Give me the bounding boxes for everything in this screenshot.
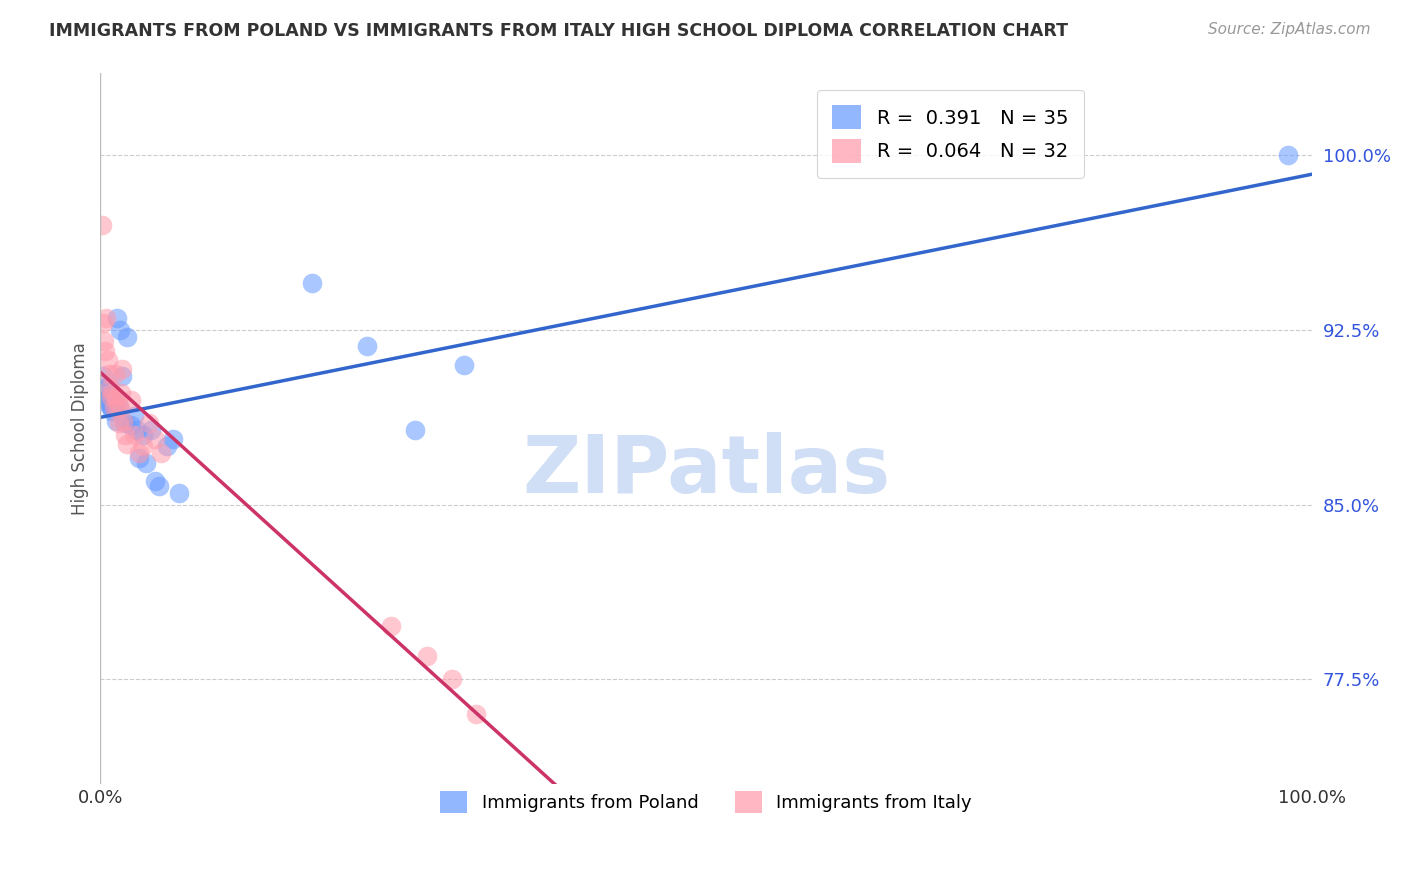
Point bbox=[105, 310, 128, 325]
Point bbox=[98, 381, 121, 395]
Point bbox=[108, 400, 131, 414]
Point bbox=[380, 619, 402, 633]
Point bbox=[98, 395, 121, 409]
Y-axis label: High School Diploma: High School Diploma bbox=[72, 343, 89, 515]
Point bbox=[156, 439, 179, 453]
Point bbox=[124, 409, 146, 423]
Point bbox=[101, 385, 124, 400]
Point bbox=[108, 322, 131, 336]
Point bbox=[115, 329, 138, 343]
Point bbox=[103, 400, 125, 414]
Point bbox=[128, 446, 150, 460]
Point bbox=[120, 392, 142, 407]
Point bbox=[143, 432, 166, 446]
Point bbox=[162, 432, 184, 446]
Point bbox=[453, 358, 475, 372]
Point bbox=[125, 423, 148, 437]
Point bbox=[100, 400, 122, 414]
Point bbox=[115, 437, 138, 451]
Point bbox=[301, 276, 323, 290]
Legend: Immigrants from Poland, Immigrants from Italy: Immigrants from Poland, Immigrants from … bbox=[427, 778, 984, 825]
Point bbox=[93, 381, 115, 395]
Point bbox=[105, 400, 128, 414]
Text: IMMIGRANTS FROM POLAND VS IMMIGRANTS FROM ITALY HIGH SCHOOL DIPLOMA CORRELATION : IMMIGRANTS FROM POLAND VS IMMIGRANTS FRO… bbox=[49, 22, 1069, 40]
Point bbox=[107, 400, 129, 414]
Point bbox=[103, 392, 125, 407]
Point bbox=[91, 369, 114, 384]
Point bbox=[97, 367, 120, 381]
Point bbox=[138, 416, 160, 430]
Point bbox=[91, 316, 114, 330]
Point bbox=[93, 334, 115, 349]
Point bbox=[97, 352, 120, 367]
Point bbox=[141, 423, 163, 437]
Point bbox=[94, 392, 117, 407]
Point bbox=[94, 343, 117, 358]
Point bbox=[104, 367, 127, 381]
Point bbox=[96, 381, 118, 395]
Point bbox=[110, 385, 132, 400]
Point bbox=[107, 416, 129, 430]
Point bbox=[132, 427, 155, 442]
Text: Source: ZipAtlas.com: Source: ZipAtlas.com bbox=[1208, 22, 1371, 37]
Point bbox=[148, 479, 170, 493]
Point bbox=[167, 486, 190, 500]
Point bbox=[440, 673, 463, 687]
Point bbox=[96, 310, 118, 325]
Point bbox=[111, 369, 134, 384]
Point bbox=[104, 400, 127, 414]
Point bbox=[149, 446, 172, 460]
Point bbox=[128, 450, 150, 465]
Point bbox=[111, 362, 134, 376]
Point bbox=[356, 339, 378, 353]
Point bbox=[135, 456, 157, 470]
Point bbox=[112, 413, 135, 427]
Point bbox=[132, 439, 155, 453]
Point bbox=[101, 404, 124, 418]
Point bbox=[416, 649, 439, 664]
Point bbox=[124, 427, 146, 442]
Text: ZIPatlas: ZIPatlas bbox=[522, 433, 890, 510]
Point bbox=[97, 397, 120, 411]
Point bbox=[404, 423, 426, 437]
Point bbox=[90, 218, 112, 232]
Point bbox=[105, 413, 128, 427]
Point bbox=[97, 390, 120, 404]
Point bbox=[464, 707, 486, 722]
Point bbox=[114, 416, 136, 430]
Point bbox=[143, 474, 166, 488]
Point bbox=[100, 390, 122, 404]
Point bbox=[1277, 147, 1299, 161]
Point bbox=[120, 418, 142, 433]
Point bbox=[114, 427, 136, 442]
Point bbox=[105, 390, 128, 404]
